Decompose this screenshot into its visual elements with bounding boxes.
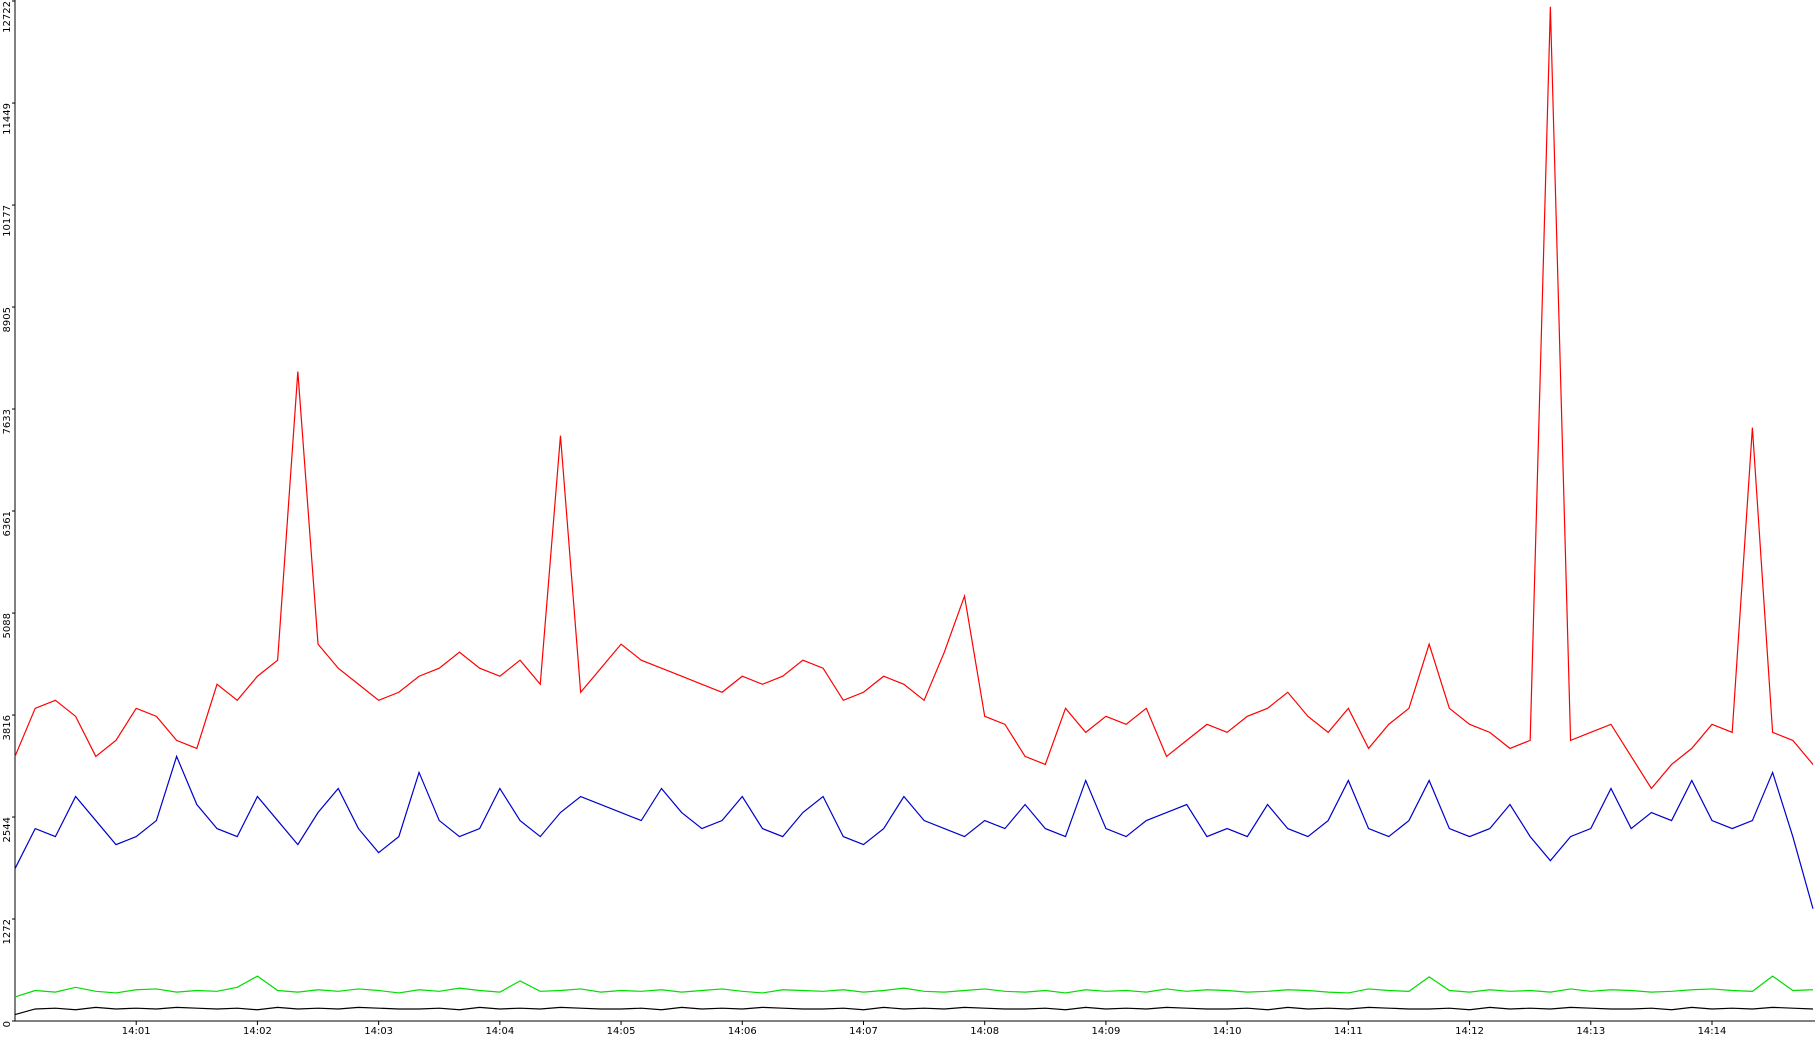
- y-tick-label: 3816: [2, 715, 13, 740]
- y-tick-label: 10177: [2, 205, 13, 237]
- y-tick-label: 7633: [2, 409, 13, 434]
- y-tick-label: 11449: [2, 103, 13, 135]
- series-line: [14, 6, 1814, 790]
- y-tick-label: 1272: [2, 919, 13, 944]
- x-tick-label: 14:01: [122, 1026, 151, 1037]
- x-tick-label: 14:09: [1092, 1026, 1121, 1037]
- x-tick-label: 14:14: [1698, 1026, 1727, 1037]
- y-tick-label: 6361: [2, 511, 13, 536]
- x-tick-label: 14:07: [849, 1026, 878, 1037]
- x-tick-label: 14:05: [607, 1026, 636, 1037]
- x-tick-label: 14:10: [1213, 1026, 1242, 1037]
- series-line: [14, 754, 1814, 909]
- x-tick-label: 14:02: [243, 1026, 272, 1037]
- x-tick-label: 14:11: [1334, 1026, 1363, 1037]
- x-tick-label: 14:13: [1576, 1026, 1605, 1037]
- series-line: [14, 975, 1814, 998]
- y-tick-label: 8905: [2, 307, 13, 332]
- x-tick-label: 14:12: [1455, 1026, 1484, 1037]
- y-tick-label: 2544: [2, 817, 13, 842]
- y-tick-label: 5088: [2, 613, 13, 638]
- x-tick-label: 14:04: [485, 1026, 514, 1037]
- series-line: [14, 1006, 1814, 1016]
- x-tick-label: 14:06: [728, 1026, 757, 1037]
- y-tick-label: 12722: [2, 1, 13, 33]
- y-tick-label: 0: [2, 1021, 13, 1027]
- x-tick-label: 14:03: [364, 1026, 393, 1037]
- x-tick-label: 14:08: [970, 1026, 999, 1037]
